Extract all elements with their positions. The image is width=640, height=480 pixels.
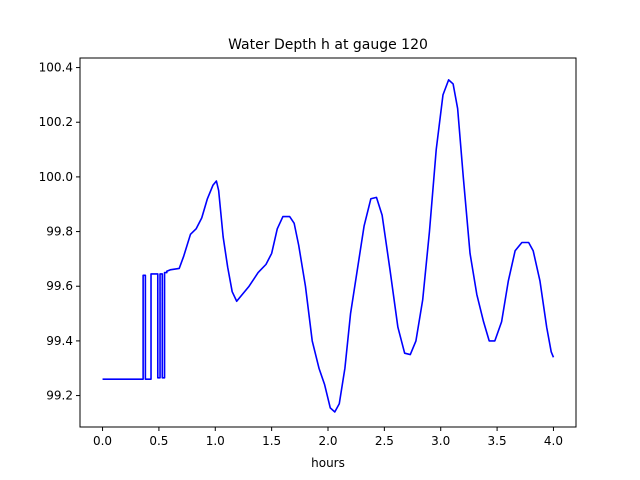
y-axis: 99.2 99.4 99.6 99.8 100.0 100.2 100.4 bbox=[39, 61, 80, 403]
x-tick-label: 1.5 bbox=[262, 434, 281, 448]
x-tick-label: 0.0 bbox=[93, 434, 112, 448]
y-tick-label: 99.6 bbox=[46, 279, 73, 293]
y-tick-label: 100.2 bbox=[39, 115, 73, 129]
x-tick-label: 4.0 bbox=[544, 434, 563, 448]
y-tick-label: 100.4 bbox=[39, 61, 73, 75]
chart-title: Water Depth h at gauge 120 bbox=[228, 37, 428, 53]
y-tick-label: 99.4 bbox=[46, 334, 73, 348]
series-line bbox=[102, 79, 555, 413]
x-tick-label: 0.5 bbox=[149, 434, 168, 448]
x-tick-label: 1.0 bbox=[206, 434, 225, 448]
x-axis-label: hours bbox=[311, 456, 345, 470]
y-tick-label: 99.8 bbox=[46, 225, 73, 239]
y-tick-label: 99.2 bbox=[46, 389, 73, 403]
x-tick-label: 2.5 bbox=[375, 434, 394, 448]
x-tick-label: 2.0 bbox=[318, 434, 337, 448]
y-tick-label: 100.0 bbox=[39, 170, 73, 184]
x-tick-label: 3.0 bbox=[431, 434, 450, 448]
x-tick-label: 3.5 bbox=[488, 434, 507, 448]
x-axis: 0.0 0.5 1.0 1.5 2.0 2.5 3.0 3.5 4.0 bbox=[93, 427, 563, 448]
series-layer bbox=[102, 79, 555, 413]
